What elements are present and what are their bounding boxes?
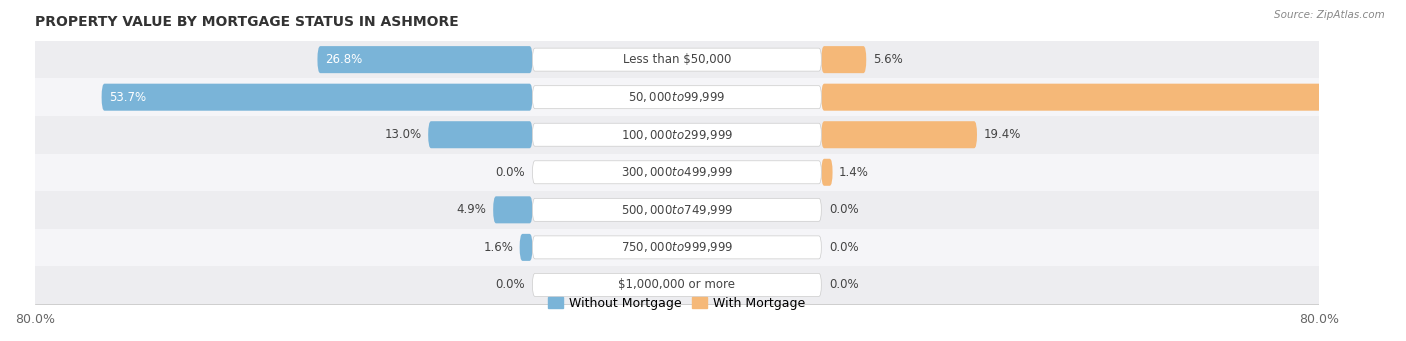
Bar xyxy=(35,116,1319,153)
FancyBboxPatch shape xyxy=(533,161,821,184)
Bar xyxy=(35,266,1319,304)
FancyBboxPatch shape xyxy=(520,234,533,261)
FancyBboxPatch shape xyxy=(533,273,821,296)
Text: $500,000 to $749,999: $500,000 to $749,999 xyxy=(620,203,733,217)
Text: 0.0%: 0.0% xyxy=(830,241,859,254)
Text: $1,000,000 or more: $1,000,000 or more xyxy=(619,278,735,292)
Text: 13.0%: 13.0% xyxy=(385,128,422,141)
FancyBboxPatch shape xyxy=(533,236,821,259)
Text: $750,000 to $999,999: $750,000 to $999,999 xyxy=(620,240,733,254)
Text: 0.0%: 0.0% xyxy=(830,278,859,292)
Text: 1.6%: 1.6% xyxy=(484,241,513,254)
FancyBboxPatch shape xyxy=(533,123,821,146)
Text: 1.4%: 1.4% xyxy=(839,166,869,179)
Text: 0.0%: 0.0% xyxy=(830,203,859,216)
Text: 0.0%: 0.0% xyxy=(495,166,524,179)
Bar xyxy=(35,41,1319,78)
Text: 19.4%: 19.4% xyxy=(983,128,1021,141)
FancyBboxPatch shape xyxy=(429,121,533,148)
FancyBboxPatch shape xyxy=(101,84,533,111)
Text: $100,000 to $299,999: $100,000 to $299,999 xyxy=(621,128,733,142)
FancyBboxPatch shape xyxy=(318,46,533,73)
Text: Source: ZipAtlas.com: Source: ZipAtlas.com xyxy=(1274,10,1385,20)
FancyBboxPatch shape xyxy=(533,198,821,221)
FancyBboxPatch shape xyxy=(821,84,1406,111)
Text: 0.0%: 0.0% xyxy=(495,278,524,292)
FancyBboxPatch shape xyxy=(821,46,866,73)
Text: PROPERTY VALUE BY MORTGAGE STATUS IN ASHMORE: PROPERTY VALUE BY MORTGAGE STATUS IN ASH… xyxy=(35,15,458,29)
Bar xyxy=(35,153,1319,191)
Text: $50,000 to $99,999: $50,000 to $99,999 xyxy=(628,90,725,104)
FancyBboxPatch shape xyxy=(494,196,533,223)
Legend: Without Mortgage, With Mortgage: Without Mortgage, With Mortgage xyxy=(543,292,811,315)
Text: 53.7%: 53.7% xyxy=(110,91,146,104)
FancyBboxPatch shape xyxy=(821,121,977,148)
Text: 73.6%: 73.6% xyxy=(1367,91,1403,104)
Bar xyxy=(35,191,1319,228)
Text: 26.8%: 26.8% xyxy=(325,53,363,66)
Text: 4.9%: 4.9% xyxy=(457,203,486,216)
FancyBboxPatch shape xyxy=(821,159,832,186)
Bar xyxy=(35,228,1319,266)
Text: $300,000 to $499,999: $300,000 to $499,999 xyxy=(620,165,733,179)
Bar xyxy=(35,78,1319,116)
Text: Less than $50,000: Less than $50,000 xyxy=(623,53,731,66)
FancyBboxPatch shape xyxy=(533,48,821,71)
Text: 5.6%: 5.6% xyxy=(873,53,903,66)
FancyBboxPatch shape xyxy=(533,86,821,109)
